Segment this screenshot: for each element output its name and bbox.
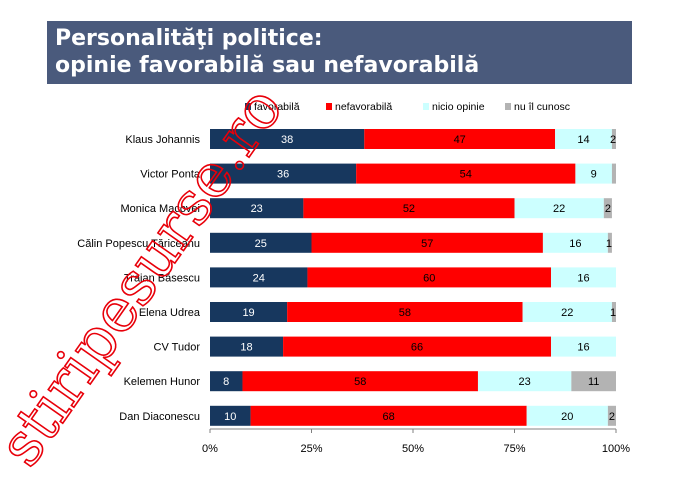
category-label: Traian Băsescu (124, 272, 200, 284)
bar-segment (603, 198, 612, 219)
bar-segment (514, 198, 604, 219)
title-line-2: opinie favorabilă sau nefavorabilă (55, 53, 480, 78)
data-label: 47 (454, 134, 466, 146)
data-label: 54 (460, 169, 472, 181)
bar-segment (210, 302, 288, 322)
data-label: 10 (224, 411, 236, 423)
data-label: 2 (605, 203, 611, 215)
bar-segment (364, 129, 556, 149)
data-label: 68 (383, 411, 395, 423)
bar-segment (522, 302, 612, 322)
data-label: 24 (253, 272, 265, 284)
bar-segment (551, 336, 616, 357)
bar-segment (526, 405, 608, 426)
bar-segment (542, 232, 608, 253)
x-tick-label: 25% (300, 443, 322, 455)
data-label: 22 (553, 203, 565, 215)
bar-segment (303, 198, 515, 219)
legend-label: nu îl cunosc (514, 101, 570, 113)
data-label: 52 (403, 203, 415, 215)
data-label: 22 (561, 307, 573, 319)
data-label: 16 (569, 238, 581, 250)
bar-segment (307, 267, 552, 288)
bar-segment (210, 371, 243, 392)
data-label: 16 (577, 342, 589, 354)
bar-segment (575, 163, 612, 184)
data-label: 11 (588, 376, 599, 388)
data-label: 14 (577, 134, 589, 146)
x-tick-label: 75% (503, 443, 525, 455)
legend-swatch (326, 103, 332, 110)
data-label: 8 (223, 376, 229, 388)
bar-segment (555, 129, 612, 149)
bar-segment (611, 129, 616, 149)
data-label: 9 (591, 169, 597, 181)
bar-segment (210, 129, 365, 149)
bar-segment (250, 405, 527, 426)
bar-segment (242, 371, 478, 392)
category-label: Kelemen Hunor (124, 376, 201, 388)
bar-segment (607, 405, 616, 426)
bar-segment (477, 371, 572, 392)
legend-label: nefavorabilă (335, 101, 392, 113)
category-label: CV Tudor (154, 342, 201, 354)
x-tick-label: 100% (602, 443, 630, 455)
title-line-1: Personalităţi politice: (55, 26, 323, 51)
bar-segment (311, 232, 543, 253)
data-label: 25 (255, 238, 267, 250)
x-tick-label: 0% (202, 443, 218, 455)
data-label: 23 (251, 203, 263, 215)
data-label: 58 (354, 376, 366, 388)
legend-swatch (245, 103, 251, 110)
bar-segment (611, 163, 616, 184)
data-label: 23 (519, 376, 531, 388)
data-label: 20 (561, 411, 573, 423)
bar-segment (210, 405, 251, 426)
data-label: 38 (281, 134, 293, 146)
category-label: Victor Ponta (140, 169, 201, 181)
data-label: 2 (610, 134, 616, 146)
data-label: 1 (606, 238, 612, 250)
bar-segment (611, 302, 616, 322)
slide-title: Personalităţi politice: opinie favorabil… (47, 21, 632, 84)
data-label: 2 (609, 411, 615, 423)
data-label: 60 (423, 272, 435, 284)
data-label: 66 (411, 342, 423, 354)
bar-segment (607, 232, 612, 253)
x-tick-label: 50% (402, 443, 424, 455)
legend-swatch (505, 103, 511, 110)
data-label: 19 (242, 307, 254, 319)
category-label: Dan Diaconescu (119, 411, 200, 423)
bar-segment (210, 198, 304, 219)
data-label: 58 (399, 307, 411, 319)
bar-segment (210, 267, 308, 288)
category-label: Klaus Johannis (125, 134, 200, 146)
data-label: 18 (240, 342, 252, 354)
bar-segment (210, 336, 284, 357)
category-label: Călin Popescu Tăriceanu (77, 238, 200, 250)
bar-segment (551, 267, 616, 288)
data-label: 16 (577, 272, 589, 284)
category-label: Elena Udrea (139, 307, 201, 319)
bar-segment (571, 371, 616, 392)
data-label: 57 (421, 238, 433, 250)
legend-label: nicio opinie (432, 101, 485, 113)
bar-segment (283, 336, 552, 357)
bar-segment (210, 163, 357, 184)
bar-segment (356, 163, 576, 184)
legend-label: favorabilă (254, 101, 300, 113)
data-label: 1 (610, 307, 616, 319)
category-label: Monica Macovei (121, 203, 200, 215)
bar-segment (287, 302, 523, 322)
data-label: 36 (277, 169, 289, 181)
legend-swatch (423, 103, 429, 110)
bar-segment (210, 232, 312, 253)
